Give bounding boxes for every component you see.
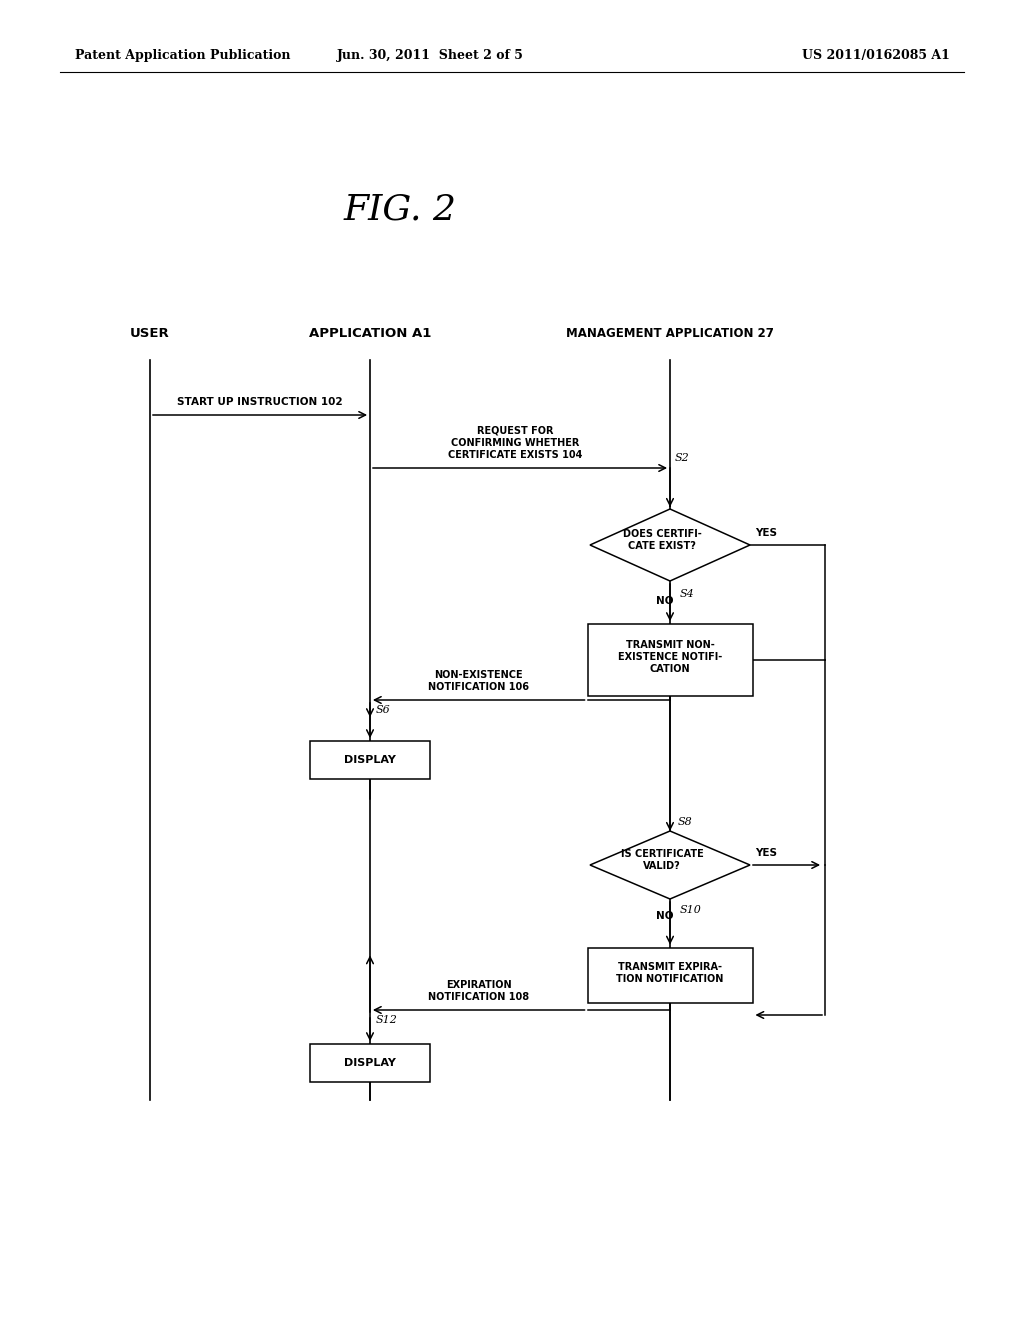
Text: NO: NO	[656, 597, 674, 606]
Text: EXPIRATION
NOTIFICATION 108: EXPIRATION NOTIFICATION 108	[428, 979, 529, 1002]
Text: NON-EXISTENCE
NOTIFICATION 106: NON-EXISTENCE NOTIFICATION 106	[428, 669, 529, 692]
Text: USER: USER	[130, 327, 170, 341]
Bar	[310, 1044, 430, 1082]
Text: US 2011/0162085 A1: US 2011/0162085 A1	[802, 49, 950, 62]
Text: S12: S12	[376, 1015, 398, 1026]
Text: DOES CERTIFI-
CATE EXIST?: DOES CERTIFI- CATE EXIST?	[623, 529, 701, 552]
Text: S6: S6	[376, 705, 391, 715]
Text: FIG. 2: FIG. 2	[343, 193, 457, 227]
Text: IS CERTIFICATE
VALID?: IS CERTIFICATE VALID?	[621, 849, 703, 871]
Text: S8: S8	[678, 817, 693, 828]
Bar	[588, 948, 753, 1002]
Text: TRANSMIT EXPIRA-
TION NOTIFICATION: TRANSMIT EXPIRA- TION NOTIFICATION	[616, 962, 724, 985]
Text: DISPLAY: DISPLAY	[344, 1059, 396, 1068]
Text: DISPLAY: DISPLAY	[344, 755, 396, 766]
Text: Patent Application Publication: Patent Application Publication	[75, 49, 291, 62]
Text: APPLICATION A1: APPLICATION A1	[309, 327, 431, 341]
Text: S10: S10	[680, 906, 701, 915]
Text: START UP INSTRUCTION 102: START UP INSTRUCTION 102	[177, 397, 343, 407]
Text: TRANSMIT NON-
EXISTENCE NOTIFI-
CATION: TRANSMIT NON- EXISTENCE NOTIFI- CATION	[617, 640, 722, 675]
Polygon shape	[590, 832, 750, 899]
Text: YES: YES	[755, 528, 777, 539]
Text: REQUEST FOR
CONFIRMING WHETHER
CERTIFICATE EXISTS 104: REQUEST FOR CONFIRMING WHETHER CERTIFICA…	[447, 425, 583, 459]
Text: NO: NO	[656, 911, 674, 921]
Bar	[310, 741, 430, 779]
Text: YES: YES	[755, 847, 777, 858]
Polygon shape	[590, 510, 750, 581]
Text: S2: S2	[675, 453, 690, 463]
Bar	[588, 624, 753, 696]
Text: S4: S4	[680, 589, 694, 599]
Text: MANAGEMENT APPLICATION 27: MANAGEMENT APPLICATION 27	[566, 327, 774, 341]
Text: Jun. 30, 2011  Sheet 2 of 5: Jun. 30, 2011 Sheet 2 of 5	[337, 49, 523, 62]
